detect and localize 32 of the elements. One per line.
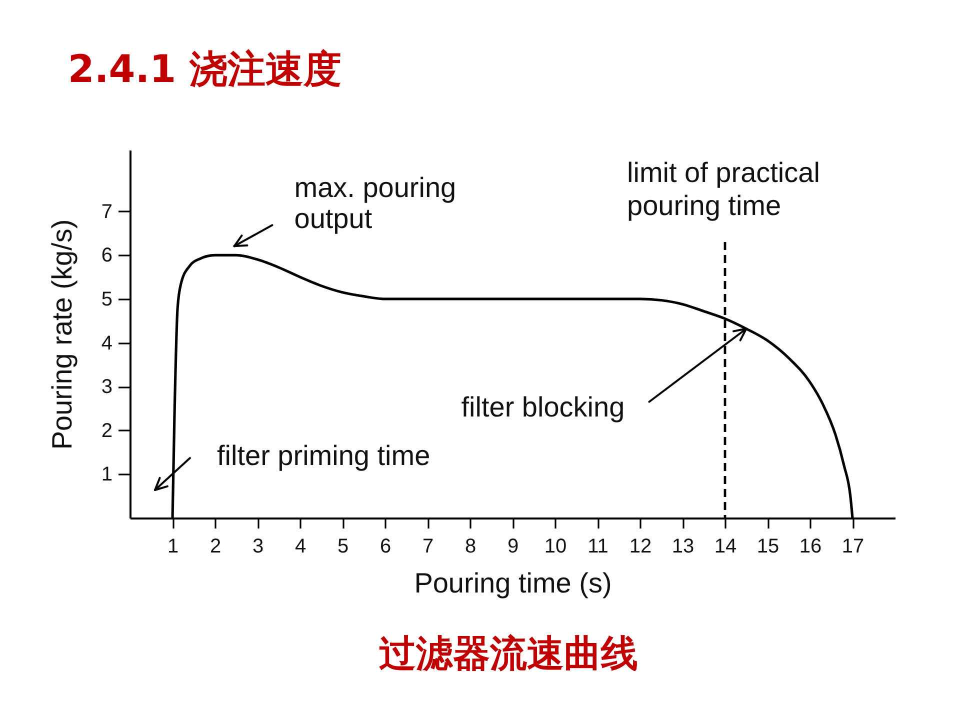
x-tick-label: 2 — [210, 536, 222, 558]
y-tick-label: 7 — [101, 200, 112, 223]
y-tick-label: 3 — [101, 376, 112, 398]
x-axis-title: Pouring time (s) — [414, 568, 612, 598]
y-tick-label: 6 — [101, 244, 112, 267]
x-tick-label: 11 — [588, 536, 608, 558]
y-tick-label: 4 — [101, 332, 112, 354]
y-tick-label: 1 — [101, 464, 112, 486]
x-tick-label: 10 — [544, 536, 567, 558]
y-tick-label: 2 — [101, 420, 112, 442]
x-tick-label: 1 — [167, 536, 179, 558]
ref-line-label: limit of practical pouring time — [627, 157, 820, 221]
x-tick-label: 14 — [714, 536, 737, 558]
x-tick-label: 15 — [756, 536, 780, 558]
x-tick-label: 16 — [799, 536, 822, 558]
x-tick-label: 7 — [422, 536, 434, 558]
annotation: filter blocking — [461, 392, 625, 423]
x-tick-label: 12 — [629, 536, 652, 558]
annotation: filter priming time — [217, 440, 430, 471]
annotation: max. pouring output — [294, 172, 456, 234]
x-tick-label: 6 — [380, 536, 392, 558]
y-axis-title: Pouring rate (kg/s) — [46, 219, 78, 450]
y-tick-label: 5 — [101, 288, 112, 310]
chart-title: 2.4.1 浇注速度 — [68, 47, 342, 91]
x-tick-label: 9 — [507, 536, 519, 558]
x-tick-label: 4 — [294, 536, 306, 558]
x-tick-label: 13 — [672, 536, 694, 558]
x-tick-label: 17 — [842, 536, 864, 558]
text: 过滤器流速曲线 — [379, 631, 638, 675]
x-tick-label: 3 — [252, 536, 264, 558]
x-tick-label: 8 — [464, 536, 476, 558]
x-tick-label: 5 — [337, 536, 349, 558]
